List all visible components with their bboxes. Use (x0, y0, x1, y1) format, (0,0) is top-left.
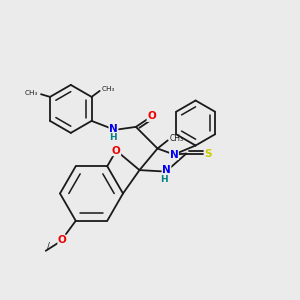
Text: S: S (204, 148, 212, 159)
Text: H: H (109, 133, 117, 142)
Text: /: / (47, 241, 50, 250)
Text: O: O (58, 235, 67, 245)
Text: N: N (109, 124, 118, 134)
Text: H: H (160, 176, 167, 184)
Text: N: N (162, 165, 171, 175)
Text: CH₃: CH₃ (170, 134, 184, 143)
Text: CH₃: CH₃ (102, 86, 116, 92)
Text: N: N (169, 149, 178, 160)
Text: CH₃: CH₃ (25, 90, 38, 96)
Text: O: O (112, 146, 121, 156)
Text: O: O (147, 111, 156, 122)
